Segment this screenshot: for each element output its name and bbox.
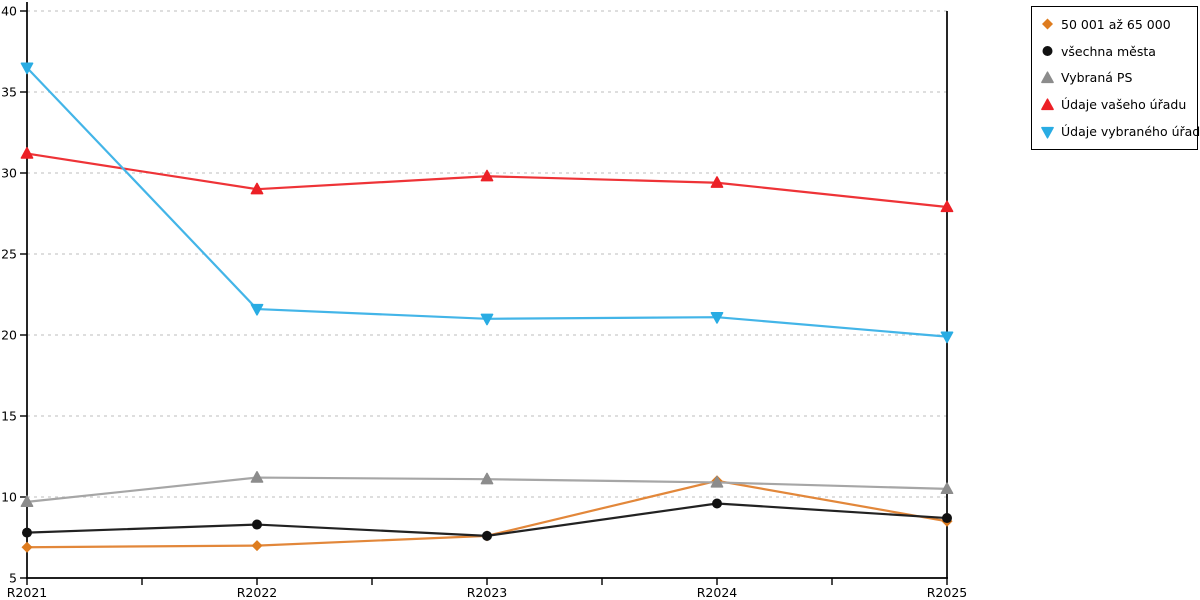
triangle-up-icon (1041, 71, 1054, 84)
legend-label: všechna města (1061, 43, 1156, 59)
circle-icon (1042, 46, 1053, 57)
svg-text:R2021: R2021 (7, 585, 48, 600)
svg-text:40: 40 (1, 4, 17, 19)
svg-text:R2024: R2024 (697, 585, 738, 600)
svg-text:R2022: R2022 (237, 585, 278, 600)
legend-item-vybrana-ps: Vybraná PS (1040, 70, 1189, 85)
legend-item-50001-65000: 50 001 až 65 000 (1040, 17, 1189, 32)
legend: 50 001 až 65 000 všechna města Vybraná P… (1031, 6, 1200, 150)
triangle-down-icon (1041, 126, 1054, 139)
legend-label: Údaje vašeho úřadu (1061, 97, 1187, 113)
legend-label: 50 001 až 65 000 (1061, 16, 1171, 32)
legend-label: Údaje vybraného úřadu (1061, 124, 1200, 140)
legend-label: Vybraná PS (1061, 70, 1133, 86)
svg-text:5: 5 (9, 571, 17, 586)
svg-text:15: 15 (1, 409, 17, 424)
svg-text:20: 20 (1, 328, 17, 343)
triangle-up-icon (1041, 98, 1054, 110)
diamond-icon (1042, 18, 1053, 30)
svg-text:10: 10 (1, 490, 17, 505)
legend-item-udaje-vybraneho-uradu: Údaje vybraného úřadu (1040, 124, 1200, 139)
svg-text:25: 25 (1, 247, 17, 262)
svg-text:R2023: R2023 (467, 585, 508, 600)
svg-text:35: 35 (1, 85, 17, 100)
legend-item-vsechna-mesta: všechna města (1040, 44, 1189, 59)
legend-item-udaje-vaseho-uradu: Údaje vašeho úřadu (1040, 97, 1189, 112)
svg-text:30: 30 (1, 166, 17, 181)
svg-text:R2025: R2025 (927, 585, 968, 600)
